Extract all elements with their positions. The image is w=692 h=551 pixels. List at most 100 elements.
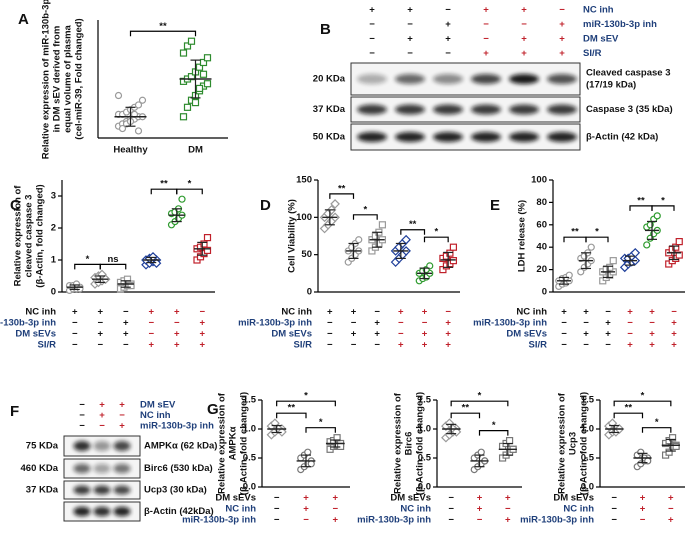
blot-band — [73, 485, 91, 495]
significance-bracket — [329, 193, 355, 199]
condition-label: SI/R — [529, 340, 548, 351]
significance-label: * — [86, 254, 90, 265]
lane-sign: − — [483, 34, 489, 45]
condition-sign: − — [627, 318, 633, 329]
panel-label: A — [18, 11, 29, 28]
condition-sign: + — [351, 329, 357, 340]
condition-sign: + — [583, 307, 589, 318]
condition-sign: − — [583, 340, 589, 351]
y-axis-label: Relative expression of — [393, 392, 404, 494]
y-tick-label: 1.0 — [243, 424, 256, 435]
blot-band — [547, 104, 577, 115]
condition-sign: + — [605, 318, 611, 329]
significance-label: ** — [462, 403, 470, 414]
condition-sign: + — [148, 340, 154, 351]
data-point — [179, 49, 188, 57]
condition-sign: + — [445, 340, 451, 351]
data-point — [195, 84, 204, 93]
blot-band — [73, 441, 91, 451]
panel-label: F — [10, 403, 19, 420]
condition-sign: − — [477, 515, 483, 526]
data-point — [675, 238, 683, 246]
lane-sign: − — [99, 421, 105, 432]
condition-sign: + — [174, 340, 180, 351]
data-point — [114, 91, 123, 100]
significance-label: * — [655, 417, 659, 428]
significance-bracket — [613, 412, 644, 419]
data-point — [203, 80, 212, 88]
y-tick-label: 150 — [296, 175, 312, 186]
lane-sign: − — [483, 19, 489, 30]
data-point — [183, 103, 192, 111]
condition-sign: − — [561, 340, 567, 351]
data-point — [477, 448, 485, 456]
y-tick-label: 1.5 — [418, 395, 432, 406]
y-tick-label: 0 — [542, 287, 547, 298]
data-point — [565, 271, 573, 279]
condition-label: NC inh — [25, 307, 56, 318]
y-axis-label: LDH release (%) — [517, 200, 528, 272]
condition-sign: − — [274, 493, 280, 504]
y-tick-label: 0.0 — [581, 482, 594, 493]
condition-sign: + — [477, 504, 483, 515]
lane-sign: + — [483, 5, 489, 16]
condition-sign: − — [605, 307, 611, 318]
x-tick-label: DM — [188, 145, 203, 156]
condition-sign: − — [583, 318, 589, 329]
data-point — [401, 234, 411, 245]
condition-label: DM sEVs — [506, 329, 547, 340]
condition-sign: + — [649, 340, 655, 351]
protein-label: Birc6 (530 kDa) — [144, 463, 213, 474]
data-point — [426, 262, 434, 270]
lane-sign: + — [521, 34, 527, 45]
y-axis-label: Relative expression of miR-130b-3p — [41, 0, 52, 159]
condition-sign: + — [199, 329, 205, 340]
condition-sign: − — [351, 318, 357, 329]
blot-band — [93, 485, 111, 495]
significance-label: * — [661, 195, 665, 206]
blot-band — [357, 74, 387, 84]
significance-bracket — [276, 412, 307, 419]
condition-sign: + — [333, 515, 339, 526]
y-axis-label: equal volume of plasma — [63, 24, 74, 132]
data-point — [672, 442, 680, 450]
lane-sign: + — [119, 421, 125, 432]
blot-band — [113, 441, 131, 451]
condition-sign: − — [97, 340, 103, 351]
blot-band — [395, 132, 425, 142]
condition-sign: − — [611, 493, 617, 504]
condition-sign: − — [448, 493, 454, 504]
condition-sign: − — [327, 340, 333, 351]
significance-label: ** — [637, 195, 645, 206]
condition-sign: − — [374, 307, 380, 318]
lane-sign: + — [119, 400, 125, 411]
condition-label: NC inh — [225, 504, 256, 515]
lane-sign: + — [559, 48, 565, 59]
data-point — [187, 37, 196, 45]
y-tick-label: 0.5 — [243, 453, 257, 464]
significance-bracket — [450, 412, 481, 419]
y-axis-label: (β-Actin, fold changed) — [415, 392, 426, 495]
significance-label: ** — [288, 403, 296, 414]
data-point — [179, 113, 188, 121]
condition-sign: + — [640, 504, 646, 515]
data-point — [199, 58, 208, 67]
significance-bracket — [450, 400, 509, 407]
protein-label: (17/19 kDa) — [586, 80, 636, 91]
data-point — [203, 54, 212, 62]
blot-frame — [350, 123, 581, 151]
data-point — [127, 282, 135, 290]
y-tick-label: 80 — [536, 197, 547, 208]
condition-sign: + — [398, 340, 404, 351]
significance-label: ** — [571, 227, 579, 238]
lane-sign: + — [99, 410, 105, 421]
condition-sign: − — [445, 307, 451, 318]
data-point — [333, 434, 341, 442]
y-tick-label: 0.0 — [243, 482, 256, 493]
significance-bracket — [423, 236, 449, 243]
lane-sign: − — [119, 410, 125, 421]
condition-sign: − — [274, 515, 280, 526]
data-point — [307, 460, 315, 468]
significance-bracket — [305, 427, 336, 433]
blot-band — [433, 132, 463, 142]
